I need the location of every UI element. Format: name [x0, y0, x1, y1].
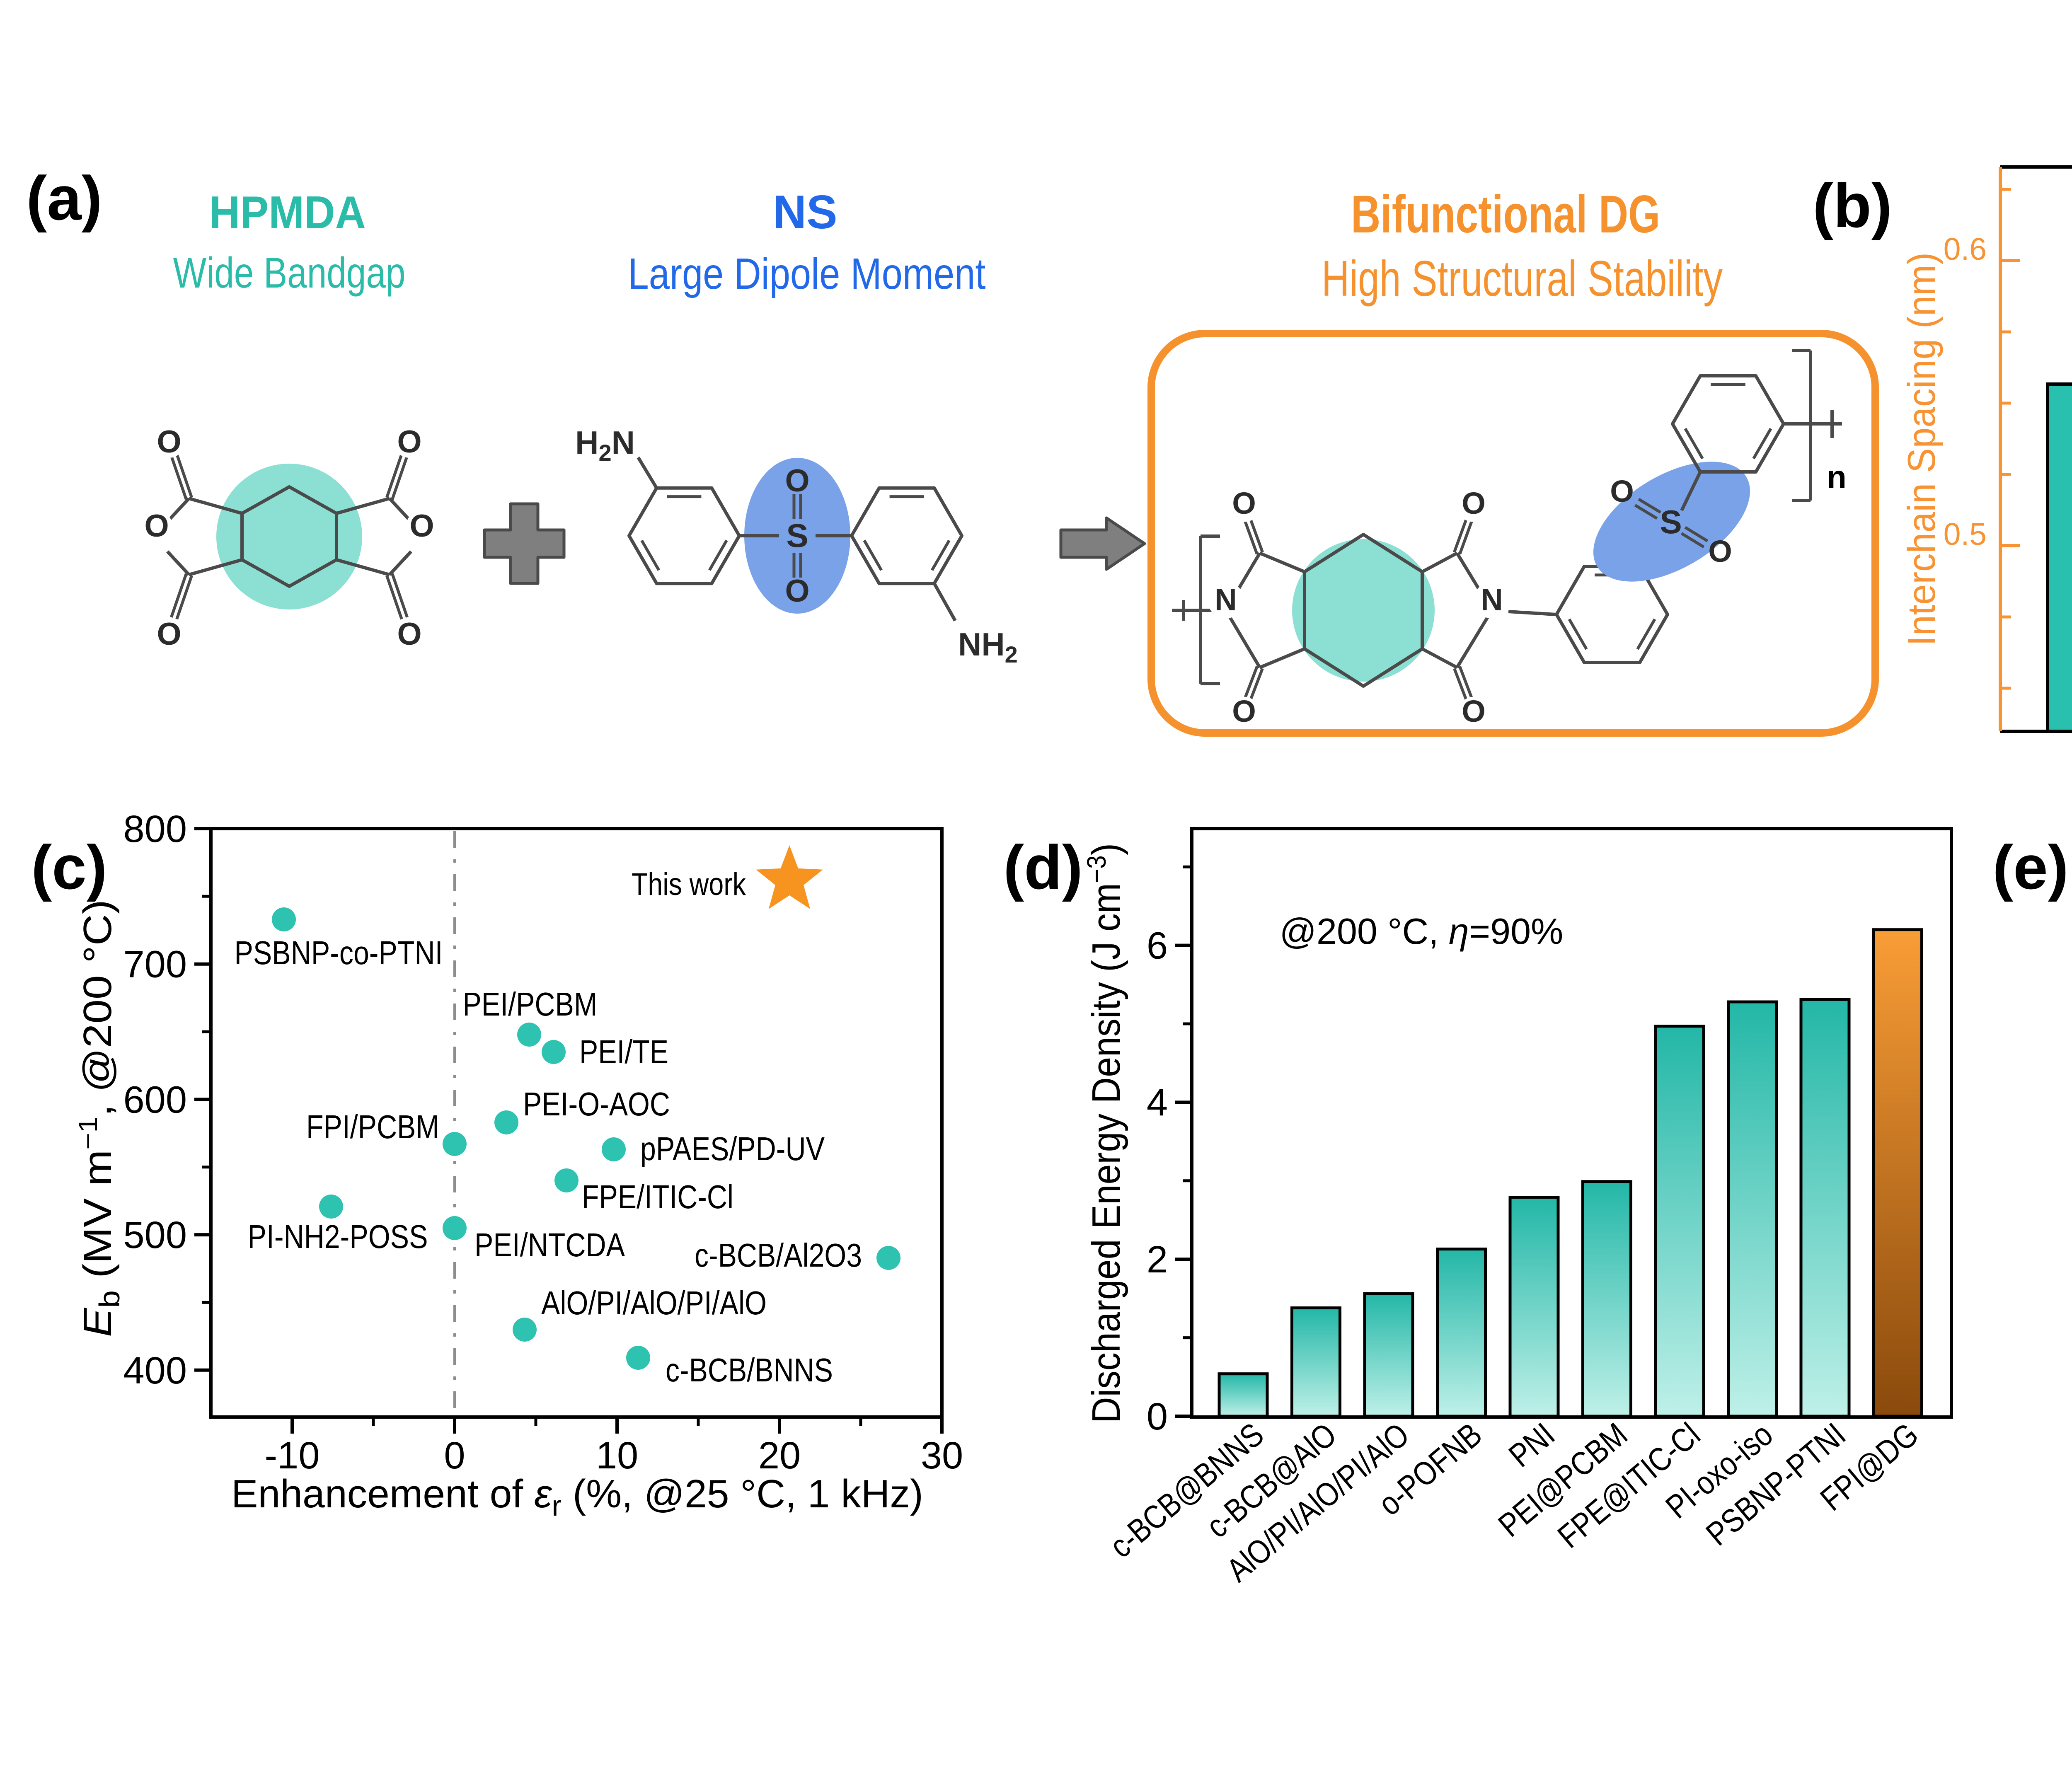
- svg-text:0: 0: [1147, 1395, 1168, 1438]
- svg-text:Eb (MV m−1, @200 °C): Eb (MV m−1, @200 °C): [73, 900, 126, 1337]
- svg-text:FPE/ITIC-Cl: FPE/ITIC-Cl: [582, 1178, 733, 1215]
- svg-text:O: O: [1610, 474, 1634, 508]
- svg-text:400: 400: [123, 1349, 187, 1392]
- svg-text:O: O: [409, 508, 434, 544]
- svg-text:600: 600: [123, 1079, 187, 1121]
- svg-text:High Structural Stability: High Structural Stability: [1322, 250, 1723, 307]
- svg-text:PEI/PCBM: PEI/PCBM: [463, 986, 598, 1023]
- svg-text:(b): (b): [1813, 171, 1892, 240]
- svg-text:NS: NS: [773, 186, 838, 239]
- svg-text:800: 800: [123, 808, 187, 850]
- svg-text:O: O: [785, 463, 809, 498]
- svg-text:O: O: [157, 424, 181, 459]
- svg-text:Wide Bandgap: Wide Bandgap: [173, 249, 406, 297]
- svg-text:O: O: [1232, 694, 1256, 728]
- svg-text:FPI/PCBM: FPI/PCBM: [306, 1108, 439, 1145]
- svg-text:Discharged Energy Density (J c: Discharged Energy Density (J cm−3): [1082, 843, 1128, 1423]
- svg-text:c-BCB/Al2O3: c-BCB/Al2O3: [695, 1237, 862, 1274]
- svg-text:PEI/NTCDA: PEI/NTCDA: [474, 1226, 625, 1263]
- svg-text:n: n: [1827, 459, 1847, 495]
- svg-text:(d): (d): [1003, 832, 1083, 902]
- svg-text:PI-NH2-POSS: PI-NH2-POSS: [248, 1218, 428, 1255]
- svg-text:Bifunctional DG: Bifunctional DG: [1351, 185, 1660, 244]
- svg-text:4: 4: [1147, 1081, 1168, 1124]
- svg-text:0: 0: [444, 1434, 465, 1477]
- svg-text:PEI/TE: PEI/TE: [579, 1033, 668, 1070]
- svg-text:-10: -10: [265, 1434, 320, 1477]
- svg-text:O: O: [1708, 534, 1732, 568]
- svg-text:O: O: [1232, 486, 1256, 520]
- svg-text:@200 °C, η=90%: @200 °C, η=90%: [1280, 911, 1564, 952]
- svg-text:N: N: [1215, 583, 1237, 617]
- svg-text:O: O: [157, 617, 181, 652]
- svg-text:O: O: [1462, 694, 1486, 728]
- svg-text:O: O: [144, 508, 169, 544]
- svg-text:2: 2: [1147, 1238, 1168, 1281]
- svg-text:S: S: [1660, 503, 1682, 540]
- svg-text:500: 500: [123, 1214, 187, 1256]
- svg-text:HPMDA: HPMDA: [209, 187, 366, 238]
- svg-text:PSBNP-co-PTNI: PSBNP-co-PTNI: [235, 934, 443, 971]
- svg-text:Large Dipole Moment: Large Dipole Moment: [628, 249, 986, 298]
- svg-text:(c): (c): [31, 832, 107, 902]
- svg-text:O: O: [1462, 486, 1486, 520]
- svg-text:30: 30: [921, 1434, 963, 1477]
- svg-text:Enhancement of εr (%, @25 °C,: Enhancement of εr (%, @25 °C, 1 kHz): [231, 1472, 923, 1522]
- svg-text:O: O: [397, 424, 421, 459]
- svg-text:pPAES/PD-UV: pPAES/PD-UV: [640, 1130, 825, 1167]
- svg-text:This work: This work: [632, 867, 746, 902]
- svg-text:S: S: [786, 517, 808, 554]
- svg-text:AlO/PI/AlO/PI/AlO: AlO/PI/AlO/PI/AlO: [541, 1284, 767, 1321]
- svg-text:10: 10: [596, 1434, 638, 1477]
- svg-text:(e): (e): [1992, 832, 2068, 902]
- svg-text:(a): (a): [26, 163, 102, 233]
- svg-text:PEI-O-AOC: PEI-O-AOC: [523, 1086, 670, 1122]
- svg-text:0.6: 0.6: [1944, 232, 1987, 266]
- svg-text:6: 6: [1147, 925, 1168, 967]
- svg-text:c-BCB/BNNS: c-BCB/BNNS: [666, 1352, 833, 1388]
- svg-text:O: O: [785, 573, 809, 609]
- svg-text:N: N: [1481, 583, 1503, 617]
- svg-text:20: 20: [758, 1434, 801, 1477]
- svg-text:700: 700: [123, 943, 187, 986]
- svg-text:0.5: 0.5: [1944, 517, 1987, 551]
- svg-text:Interchain Spacing (nm): Interchain Spacing (nm): [1900, 252, 1943, 646]
- svg-text:O: O: [397, 617, 421, 652]
